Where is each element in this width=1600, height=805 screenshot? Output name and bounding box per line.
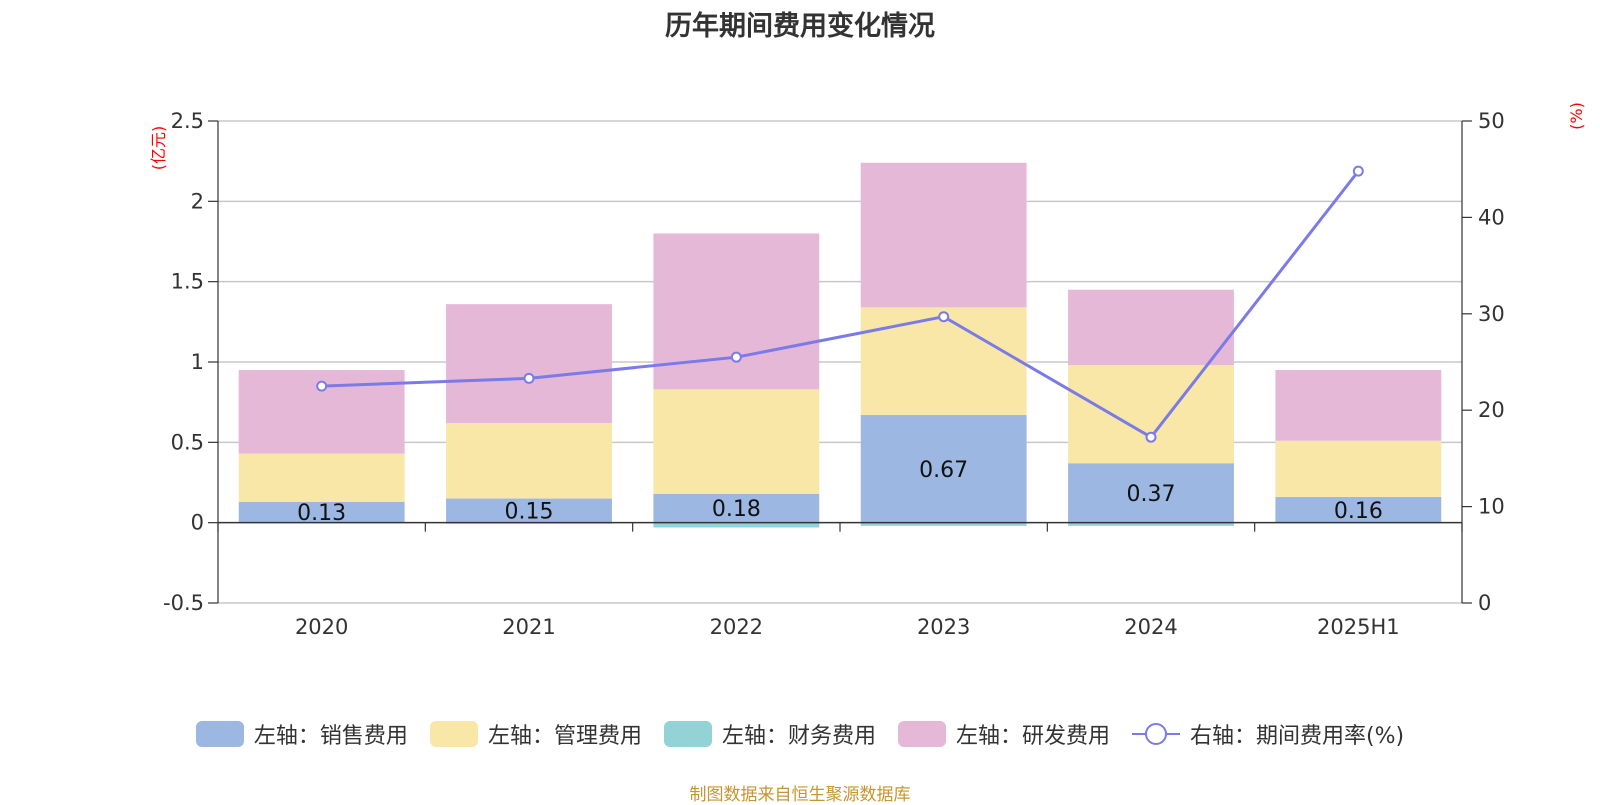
bar-segment xyxy=(860,415,1027,523)
bar-segment xyxy=(860,522,1027,526)
bar-segment xyxy=(1275,496,1442,523)
rate-point xyxy=(730,351,742,363)
grid-layer xyxy=(218,120,1462,604)
label-layer: 0.13 0.15 0.18 0.67 0.37 0.16 xyxy=(297,458,1383,526)
right-axis-unit: (%) xyxy=(1567,102,1586,130)
legend-item[interactable]: 左轴：研发费用 xyxy=(897,718,1110,750)
rate-point xyxy=(938,311,950,323)
legend-item[interactable]: 左轴：财务费用 xyxy=(663,718,876,750)
bar-segment xyxy=(1068,365,1234,464)
bar-segment xyxy=(1275,440,1442,497)
data-label: 0.18 xyxy=(712,497,761,522)
source-note: 制图数据来自恒生聚源数据库 xyxy=(689,785,911,805)
data-label: 0.13 xyxy=(297,501,346,526)
left-axis-unit: (亿元) xyxy=(149,126,168,171)
bar-segment xyxy=(1068,463,1234,523)
data-label: 0.67 xyxy=(919,458,968,483)
bar-segment xyxy=(446,423,612,499)
line-layer xyxy=(316,165,1364,443)
chart-title: 历年期间费用变化情况 xyxy=(665,11,935,42)
legend-swatch xyxy=(897,721,946,747)
category-label: 2020 xyxy=(295,615,348,639)
rate-line xyxy=(321,170,1360,440)
bar-segment xyxy=(1068,289,1234,366)
right-tick-label: 20 xyxy=(1478,398,1505,422)
bar-segment xyxy=(1275,370,1442,441)
right-tick-label: 30 xyxy=(1478,302,1505,326)
rate-point xyxy=(523,372,535,384)
data-label: 0.16 xyxy=(1334,499,1383,524)
category-label: 2022 xyxy=(710,615,763,639)
rate-point xyxy=(316,380,328,392)
bar-segment xyxy=(860,162,1027,308)
bar-segment xyxy=(446,304,612,424)
legend-swatch xyxy=(663,721,712,747)
rate-point xyxy=(1145,431,1157,443)
category-label: 2025H1 xyxy=(1317,615,1400,639)
legend-item[interactable]: 左轴：销售费用 xyxy=(195,718,408,750)
bar-segment xyxy=(238,501,405,523)
right-tick-label: 0 xyxy=(1478,591,1491,615)
legend: 左轴：销售费用 左轴：管理费用 左轴：财务费用 左轴：研发费用 右轴：期间费用率(%) xyxy=(0,718,1600,750)
bar-segment xyxy=(653,493,820,523)
legend-swatch xyxy=(429,721,478,747)
legend-label: 左轴：销售费用 xyxy=(253,724,408,749)
left-tick-label: 0.5 xyxy=(171,430,204,454)
data-label: 0.37 xyxy=(1127,482,1176,507)
category-label: 2023 xyxy=(917,615,970,639)
bar-segment xyxy=(860,307,1027,416)
legend-item[interactable]: 左轴：管理费用 xyxy=(429,718,642,750)
category-label: 2021 xyxy=(502,615,555,639)
legend-item[interactable]: 右轴：期间费用率(%) xyxy=(1131,718,1405,750)
left-tick-label: 0 xyxy=(191,511,204,535)
bar-layer xyxy=(238,162,1442,528)
left-tick-label: 2.5 xyxy=(171,109,204,133)
left-tick-label: 1 xyxy=(191,350,204,374)
bar-segment xyxy=(1068,522,1234,526)
legend-line-marker-icon xyxy=(1131,723,1180,745)
left-tick-label: -0.5 xyxy=(163,591,204,615)
legend-label: 左轴：财务费用 xyxy=(721,724,876,749)
bar-segment xyxy=(446,498,612,523)
bar-segment xyxy=(653,522,820,528)
right-tick-label: 50 xyxy=(1478,109,1505,133)
right-tick-label: 10 xyxy=(1478,495,1505,519)
bar-segment xyxy=(653,389,820,494)
legend-label: 左轴：管理费用 xyxy=(487,724,642,749)
legend-label: 右轴：期间费用率(%) xyxy=(1189,724,1405,749)
bar-segment xyxy=(238,453,405,502)
legend-label: 左轴：研发费用 xyxy=(955,724,1110,749)
bar-segment xyxy=(653,233,820,390)
rate-point xyxy=(1352,165,1364,177)
left-tick-label: 2 xyxy=(191,189,204,213)
legend-swatch xyxy=(195,721,244,747)
left-tick-label: 1.5 xyxy=(171,270,204,294)
axis-layer: -0.5 0 0.5 1 1.5 2 2.5 0 10 20 30 40 50 (亿元) (%) 2020 20… xyxy=(149,102,1586,639)
data-label: 0.15 xyxy=(505,500,554,525)
category-label: 2024 xyxy=(1124,615,1177,639)
right-tick-label: 40 xyxy=(1478,205,1505,229)
